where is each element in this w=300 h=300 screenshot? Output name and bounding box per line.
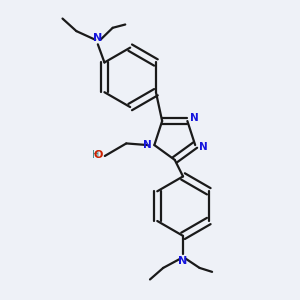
Text: H: H xyxy=(92,150,100,160)
Text: O: O xyxy=(94,150,103,160)
Text: N: N xyxy=(190,113,199,123)
Text: N: N xyxy=(143,140,152,150)
Text: N: N xyxy=(93,33,103,43)
Text: N: N xyxy=(199,142,208,152)
Text: N: N xyxy=(178,256,188,266)
